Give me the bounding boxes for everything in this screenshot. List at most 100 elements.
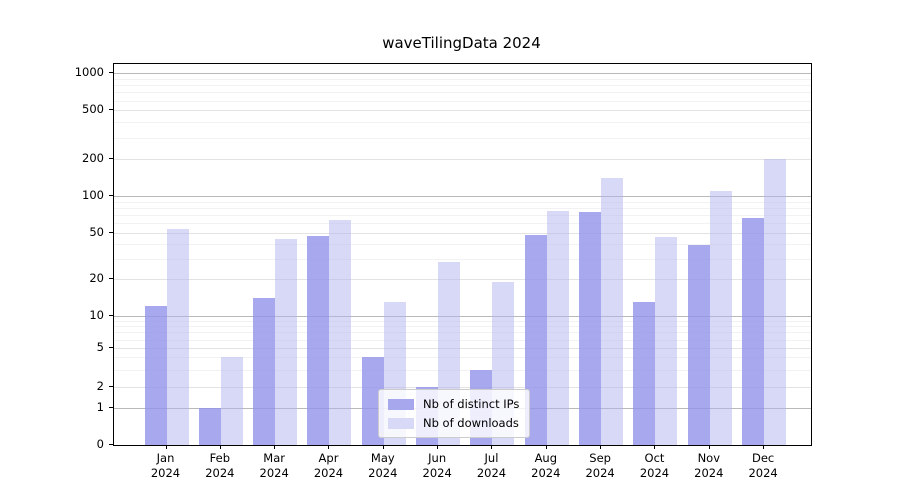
gridline (114, 347, 811, 349)
gridline-major (114, 196, 811, 198)
gridline-minor (114, 85, 811, 87)
y-tick-mark (109, 72, 113, 74)
x-tick-mark (491, 445, 493, 449)
legend-label-downloads: Nb of downloads (423, 416, 519, 430)
gridline-minor (114, 332, 811, 334)
x-tick-mark (165, 445, 167, 449)
bar-downloads-mar (275, 239, 298, 445)
bar-downloads-oct (655, 236, 678, 445)
legend: Nb of distinct IPs Nb of downloads (378, 389, 531, 438)
bar-downloads-dec (764, 159, 787, 445)
y-tick-label: 0 (96, 437, 104, 451)
x-tick-mark (600, 445, 602, 449)
y-tick-mark (109, 231, 113, 233)
x-tick-mark (328, 445, 330, 449)
y-tick-label: 200 (82, 151, 104, 166)
y-tick-label: 5 (96, 339, 104, 354)
y-tick-mark (109, 385, 113, 387)
gridline-minor (114, 78, 811, 80)
x-tick-mark (274, 445, 276, 449)
bar-ips-apr (307, 235, 330, 445)
y-tick-mark (109, 109, 113, 111)
gridline (114, 110, 811, 112)
gridline-minor (114, 207, 811, 209)
bar-ips-nov (687, 245, 710, 445)
y-tick-mark (109, 346, 113, 348)
y-tick-mark (109, 278, 113, 280)
x-tick-label-mar: Mar 2024 (259, 451, 289, 480)
x-tick-mark (654, 445, 656, 449)
x-tick-label-apr: Apr 2024 (313, 451, 344, 480)
x-tick-mark (382, 445, 384, 449)
gridline-minor (114, 357, 811, 359)
gridline-minor (114, 122, 811, 124)
bar-downloads-sep (601, 178, 624, 445)
x-tick-label-feb: Feb 2024 (205, 451, 235, 480)
x-tick-mark (708, 445, 710, 449)
gridline-minor (114, 339, 811, 341)
x-tick-label-nov: Nov 2024 (694, 451, 724, 480)
y-tick-label: 1000 (74, 65, 104, 80)
bar-ips-sep (579, 211, 602, 445)
x-tick-label-oct: Oct 2024 (639, 451, 670, 480)
bar-ips-dec (742, 217, 765, 445)
bar-downloads-aug (546, 211, 569, 445)
gridline-minor (114, 258, 811, 260)
y-tick-mark (109, 195, 113, 197)
gridline-minor (114, 369, 811, 371)
gridline-minor (114, 201, 811, 203)
x-tick-label-dec: Dec 2024 (748, 451, 778, 480)
bar-ips-mar (253, 298, 276, 445)
y-tick-label: 50 (89, 224, 104, 239)
y-tick-label: 1 (96, 399, 104, 414)
x-tick-mark (545, 445, 547, 449)
chart-title: waveTilingData 2024 (382, 34, 541, 52)
gridline-minor (114, 243, 811, 245)
bar-downloads-feb (220, 357, 243, 445)
x-tick-label-jan: Jan 2024 (150, 451, 181, 480)
x-tick-mark (763, 445, 765, 449)
gridline-major (114, 73, 811, 75)
gridline (114, 232, 811, 234)
gridline (114, 279, 811, 281)
x-tick-label-aug: Aug 2024 (531, 451, 561, 480)
gridline-minor (114, 326, 811, 328)
legend-swatch-distinct-ips (388, 398, 414, 410)
gridline-minor (114, 92, 811, 94)
y-tick-label: 100 (82, 188, 104, 203)
bar-ips-oct (633, 302, 656, 445)
y-tick-mark (109, 314, 113, 316)
gridline-minor (114, 320, 811, 322)
gridline-minor (114, 222, 811, 224)
x-tick-label-may: May 2024 (368, 451, 398, 480)
legend-swatch-downloads (388, 417, 414, 429)
gridline-minor (114, 100, 811, 102)
legend-label-distinct-ips: Nb of distinct IPs (423, 397, 520, 411)
bar-downloads-nov (709, 190, 732, 445)
x-tick-mark (219, 445, 221, 449)
y-tick-label: 10 (89, 307, 104, 322)
x-tick-label-sep: Sep 2024 (585, 451, 615, 480)
y-tick-label: 2 (96, 378, 104, 393)
x-tick-label-jun: Jun 2024 (422, 451, 452, 480)
gridline-minor (114, 214, 811, 216)
gridline-major (114, 315, 811, 317)
bar-downloads-jan (166, 228, 189, 445)
bar-ips-jan (144, 306, 167, 445)
gridline-minor (114, 137, 811, 139)
gridline (114, 386, 811, 388)
x-tick-mark (437, 445, 439, 449)
y-tick-label: 500 (82, 102, 104, 117)
bar-downloads-apr (329, 219, 352, 445)
y-tick-mark (109, 444, 113, 445)
legend-item-downloads: Nb of downloads (388, 416, 519, 430)
y-tick-mark (109, 406, 113, 408)
y-tick-label: 20 (89, 271, 104, 286)
bar-ips-aug (524, 234, 547, 445)
bar-ips-feb (198, 407, 221, 445)
legend-item-distinct-ips: Nb of distinct IPs (388, 397, 519, 411)
x-tick-label-jul: Jul 2024 (476, 451, 507, 480)
gridline (114, 159, 811, 161)
plot-area: Nb of distinct IPs Nb of downloads (113, 63, 812, 446)
